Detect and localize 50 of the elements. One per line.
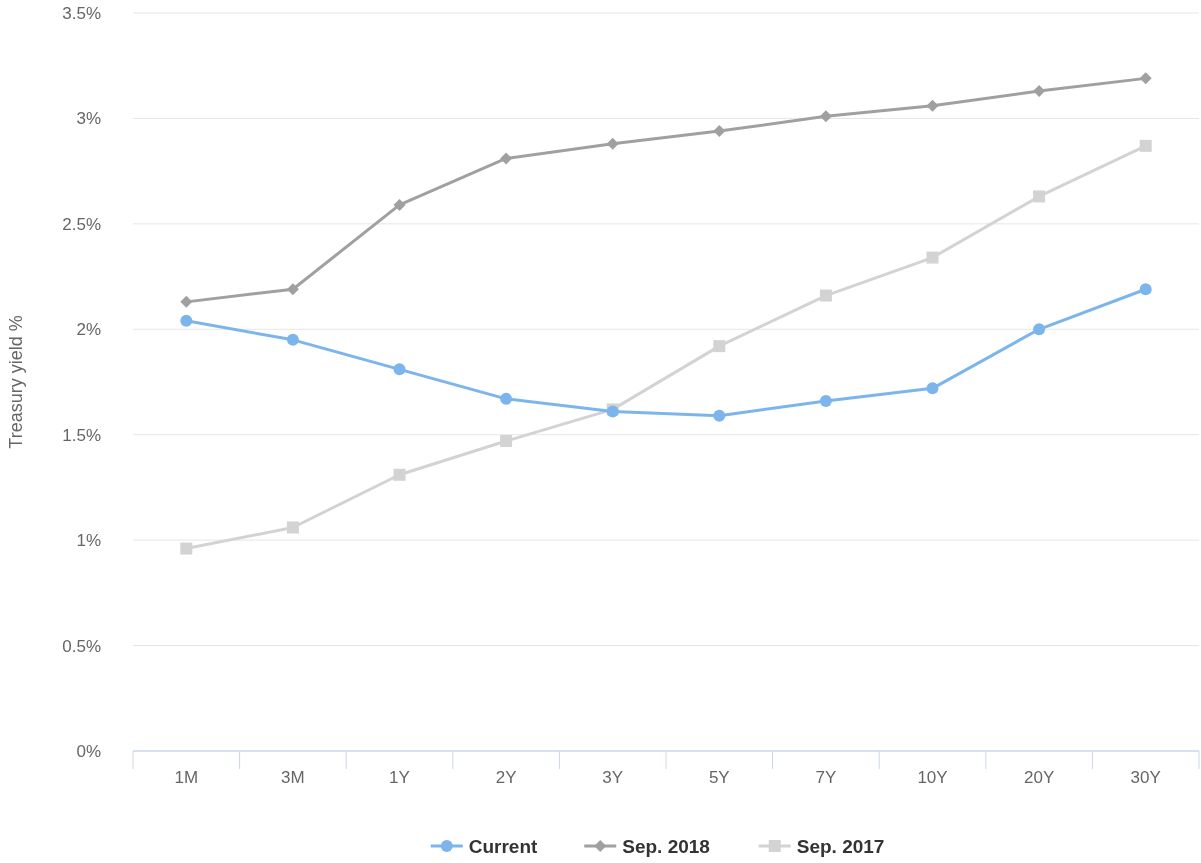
x-tick-label: 7Y xyxy=(815,768,837,787)
point xyxy=(1033,323,1046,336)
point xyxy=(713,125,726,138)
x-tick-label: 3Y xyxy=(602,768,624,787)
point xyxy=(1033,190,1046,203)
x-tick-label: 10Y xyxy=(917,768,948,787)
x-tick-label: 5Y xyxy=(708,768,730,787)
point xyxy=(500,435,513,448)
point xyxy=(926,99,939,112)
point xyxy=(286,333,299,346)
legend-label: Sep. 2018 xyxy=(622,835,710,857)
point xyxy=(393,198,406,211)
point xyxy=(926,251,939,264)
point xyxy=(1139,283,1152,296)
y-tick-label: 0% xyxy=(76,741,101,761)
x-tick-label: 30Y xyxy=(1130,768,1161,787)
point xyxy=(500,152,513,165)
y-tick-label: 2.5% xyxy=(62,214,101,234)
point xyxy=(1033,85,1046,98)
y-axis-title: Treasury yield % xyxy=(6,315,26,449)
point xyxy=(926,382,939,395)
point xyxy=(180,542,193,555)
point xyxy=(500,392,513,405)
point xyxy=(286,283,299,296)
point xyxy=(819,394,832,407)
point xyxy=(1139,139,1152,152)
point xyxy=(393,468,406,481)
legend-label: Current xyxy=(468,835,539,857)
point xyxy=(180,295,193,308)
y-tick-label: 1% xyxy=(76,531,101,551)
x-tick-label: 1M xyxy=(174,768,199,787)
point xyxy=(180,314,193,327)
x-tick-label: 3M xyxy=(281,768,305,787)
point xyxy=(713,409,726,422)
y-tick-label: 3.5% xyxy=(62,3,101,23)
y-tick-label: 3% xyxy=(76,109,101,129)
x-tick-label: 2Y xyxy=(495,768,517,787)
point xyxy=(819,110,832,123)
x-tick-label: 20Y xyxy=(1023,768,1055,787)
point xyxy=(393,363,406,376)
y-tick-label: 1.5% xyxy=(62,425,101,445)
point xyxy=(606,137,619,150)
y-tick-label: 0.5% xyxy=(62,636,101,656)
x-tick-label: 1Y xyxy=(389,768,410,787)
legend-label: Sep. 2017 xyxy=(796,835,885,857)
point xyxy=(819,289,832,302)
y-tick-label: 2% xyxy=(76,320,101,340)
point xyxy=(286,521,299,534)
point xyxy=(1139,72,1152,85)
point xyxy=(713,340,726,353)
